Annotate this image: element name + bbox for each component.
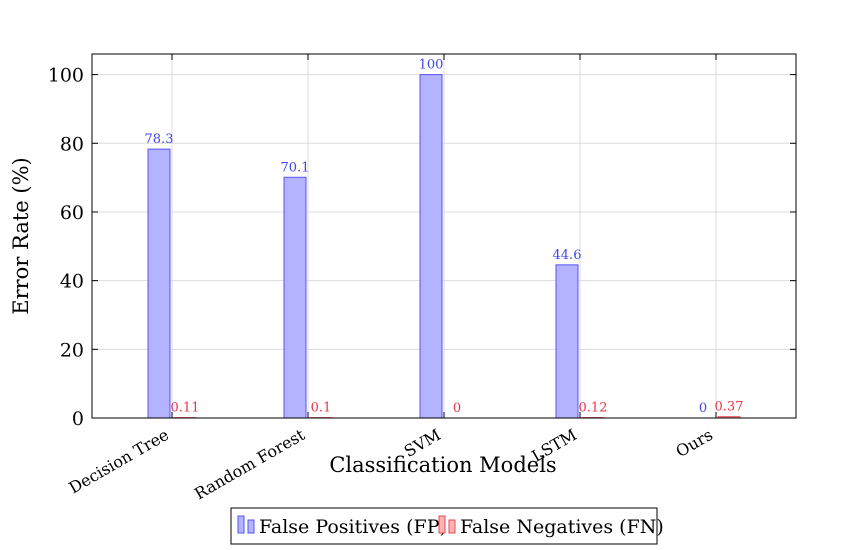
value-label-fp: 100 — [419, 58, 444, 73]
x-tick-label: Ours — [672, 425, 716, 461]
legend-entry-fp: False Positives (FP) — [237, 515, 447, 538]
bar-fp — [555, 264, 579, 419]
value-label-fp: 78.3 — [145, 132, 174, 147]
value-label-fn: 0.37 — [715, 400, 744, 415]
value-label-fn: 0.12 — [579, 401, 608, 416]
y-tick-label: 40 — [60, 271, 84, 293]
x-axis-title: Classification Models — [329, 453, 556, 477]
value-label-fp: 44.6 — [553, 248, 582, 263]
y-axis-title: Error Rate (%) — [9, 157, 33, 314]
legend-entry-fn: False Negatives (FN) — [438, 515, 664, 538]
legend-label-fp: False Positives (FP) — [259, 516, 447, 538]
legend: False Positives (FP) False Negatives (FN… — [230, 507, 664, 545]
legend-swatch-fp-a — [237, 515, 245, 534]
legend-swatch-fn-b — [448, 519, 456, 534]
y-tick-label: 60 — [60, 202, 84, 224]
legend-label-fn: False Negatives (FN) — [460, 516, 664, 538]
y-tick-label: 20 — [60, 339, 84, 361]
bar-fp — [419, 74, 443, 419]
y-tick-label: 80 — [60, 133, 84, 155]
bar-fp — [283, 176, 307, 419]
value-labels: 78.3 70.1 100 44.6 0 0.11 0.1 0 0.12 0.37 — [145, 58, 744, 416]
value-label-fn: 0.1 — [311, 401, 332, 416]
y-tick-label: 100 — [48, 65, 84, 87]
x-tick-label: Random Forest — [191, 425, 308, 504]
value-label-fn: 0 — [453, 401, 461, 416]
legend-swatch-fp-b — [247, 519, 255, 534]
legend-swatch-fn-a — [438, 515, 446, 534]
y-tick-label: 0 — [72, 408, 84, 430]
grid-lines — [92, 54, 796, 419]
bar-fp — [147, 148, 171, 419]
value-label-fp: 0 — [699, 401, 707, 416]
value-label-fn: 0.11 — [171, 401, 200, 416]
x-tick-label: Decision Tree — [66, 425, 172, 497]
value-label-fp: 70.1 — [281, 160, 310, 175]
